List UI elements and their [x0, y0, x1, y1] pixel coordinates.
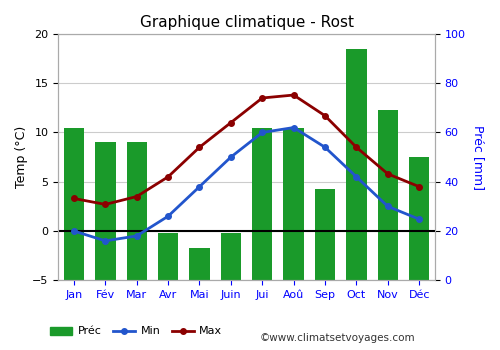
Y-axis label: Préc [mm]: Préc [mm] — [472, 125, 485, 190]
Bar — [409, 157, 430, 280]
Title: Graphique climatique - Rost: Graphique climatique - Rost — [140, 15, 354, 30]
Bar — [346, 49, 366, 280]
Legend: Préc, Min, Max: Préc, Min, Max — [46, 322, 227, 341]
Text: ©www.climatsetvoyages.com: ©www.climatsetvoyages.com — [260, 333, 416, 343]
Bar — [252, 127, 272, 280]
Y-axis label: Temp (°C): Temp (°C) — [15, 126, 28, 188]
Bar — [220, 233, 241, 280]
Bar — [64, 127, 84, 280]
Bar — [95, 142, 116, 280]
Bar — [126, 142, 147, 280]
Bar — [284, 127, 304, 280]
Bar — [378, 110, 398, 280]
Bar — [315, 189, 335, 280]
Bar — [158, 233, 178, 280]
Bar — [190, 248, 210, 280]
